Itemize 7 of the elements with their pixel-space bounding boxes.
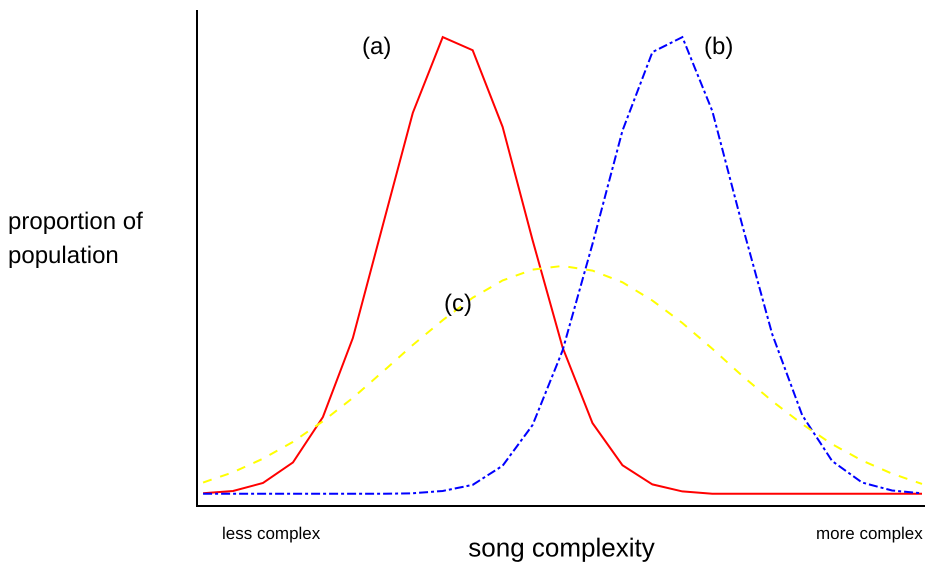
text: more complex <box>816 524 924 543</box>
series-label: (a) <box>362 33 392 60</box>
text: less complex <box>222 524 321 543</box>
series-label: (c) <box>444 290 472 317</box>
y-axis-title: proportion of population <box>8 207 144 271</box>
series-label: (b) <box>704 33 734 60</box>
x-axis-title: song complexity <box>468 532 655 562</box>
